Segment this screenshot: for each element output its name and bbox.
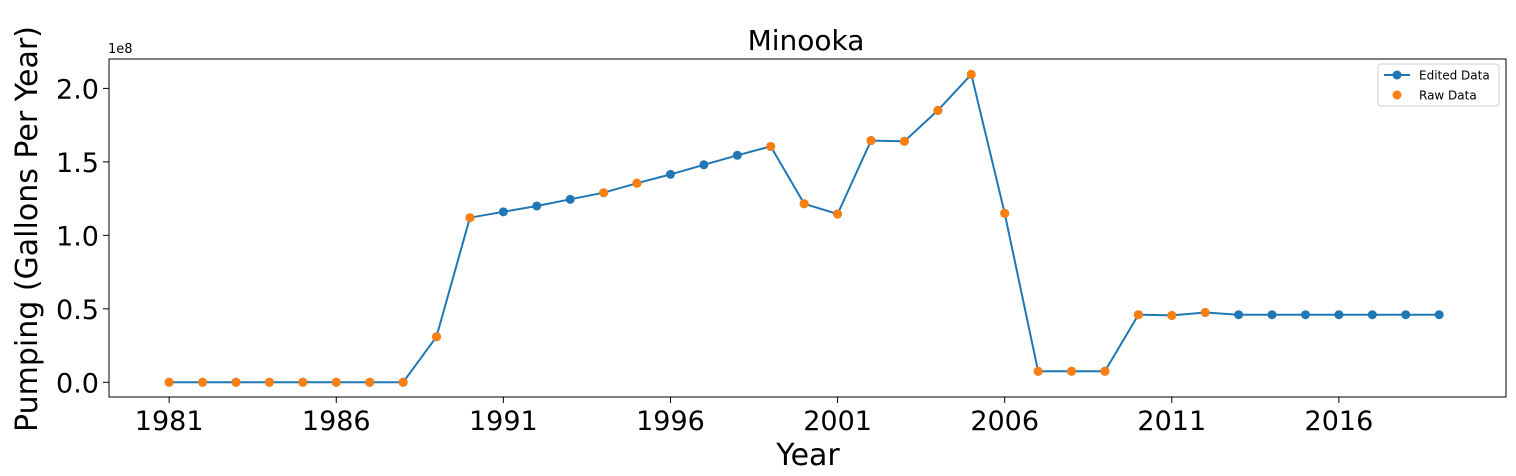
y-offset-text: 1e8 xyxy=(108,42,133,57)
series-layer xyxy=(164,69,1444,387)
x-tick-label: 1996 xyxy=(636,406,705,437)
edited-data-point xyxy=(565,194,575,204)
raw-data-point xyxy=(599,188,609,198)
y-axis-ticks: 0.0 0.5 1.0 1.5 2.0 xyxy=(56,74,109,399)
x-tick-label: 1981 xyxy=(135,406,204,437)
raw-data-point xyxy=(231,377,241,387)
edited-data-point xyxy=(1267,310,1277,320)
raw-data-point xyxy=(866,136,876,146)
y-tick-label: 1.0 xyxy=(56,221,99,252)
x-axis-label: Year xyxy=(775,438,840,473)
raw-data-point xyxy=(799,199,809,209)
raw-data-point xyxy=(966,69,976,79)
raw-data-point xyxy=(264,377,274,387)
x-axis-ticks: 1981 1986 1991 1996 2001 2006 2011 2016 xyxy=(135,397,1373,437)
raw-data-point xyxy=(331,377,341,387)
edited-data-point xyxy=(699,160,709,170)
x-tick-label: 2016 xyxy=(1305,406,1374,437)
raw-data-point xyxy=(1133,310,1143,320)
raw-data-point xyxy=(1200,308,1210,317)
raw-data-point xyxy=(632,178,642,188)
edited-data-point xyxy=(1367,310,1377,320)
edited-data-point xyxy=(1434,310,1444,320)
raw-data-point xyxy=(198,377,208,387)
raw-data-point xyxy=(432,332,442,342)
chart-title: Minooka xyxy=(748,24,865,57)
y-tick-label: 0.5 xyxy=(56,295,99,326)
plot-frame xyxy=(108,58,1507,398)
raw-data-point xyxy=(398,377,408,387)
y-tick-label: 0.0 xyxy=(56,368,99,399)
edited-data-point xyxy=(1401,310,1411,320)
edited-data-point xyxy=(1234,310,1244,320)
raw-data-point xyxy=(365,377,375,387)
legend-edited-label: Edited Data xyxy=(1419,69,1490,83)
x-tick-label: 2011 xyxy=(1137,406,1206,437)
x-tick-label: 2006 xyxy=(970,406,1039,437)
y-tick-label: 1.5 xyxy=(56,148,99,179)
edited-data-point xyxy=(665,169,675,179)
raw-data-point xyxy=(298,377,308,387)
edited-data-point xyxy=(532,201,542,211)
y-tick-label: 2.0 xyxy=(56,74,99,105)
raw-data-point xyxy=(1033,366,1043,376)
edited-data-point xyxy=(1300,310,1310,320)
raw-data-point xyxy=(766,141,776,151)
raw-data-point xyxy=(1100,366,1110,376)
legend-raw-label: Raw Data xyxy=(1419,89,1477,103)
raw-data-point xyxy=(899,136,909,146)
y-axis-label: Pumping (Gallons Per Year) xyxy=(10,26,45,432)
raw-data-point xyxy=(1067,366,1077,376)
legend-raw-marker xyxy=(1392,90,1402,100)
raw-data-point xyxy=(1167,310,1177,320)
legend: Edited Data Raw Data xyxy=(1377,63,1500,107)
raw-data-point xyxy=(164,377,174,387)
edited-data-point xyxy=(498,207,508,217)
edited-data-point xyxy=(732,150,742,160)
edited-data-point xyxy=(1334,310,1344,320)
legend-edited-marker xyxy=(1392,70,1402,80)
x-tick-label: 2001 xyxy=(803,406,872,437)
x-tick-label: 1986 xyxy=(302,406,371,437)
raw-data-point xyxy=(933,105,943,115)
raw-data-point xyxy=(833,209,843,219)
raw-data-point xyxy=(1000,208,1010,218)
raw-data-point xyxy=(465,213,475,223)
x-tick-label: 1991 xyxy=(469,406,538,437)
